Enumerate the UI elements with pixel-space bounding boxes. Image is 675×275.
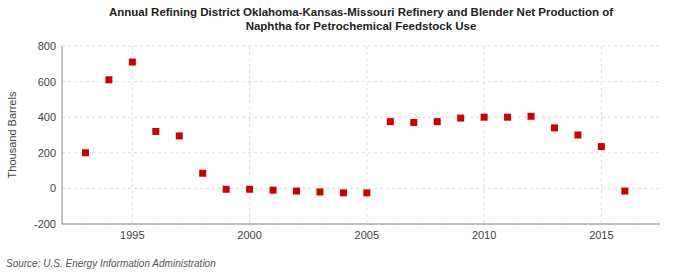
point: [223, 186, 230, 193]
point: [410, 119, 417, 126]
point: [481, 114, 488, 121]
title-line: Annual Refining District Oklahoma-Kansas…: [109, 6, 613, 18]
chart: -200 0 200 400 600 800 1995 2000 2005 2010 2015 Ann…: [0, 0, 675, 275]
y-axis-line: [62, 46, 63, 224]
grid-line-y: [62, 46, 660, 47]
title: Annual Refining District Oklahoma-Kansas…: [109, 6, 613, 32]
point: [199, 170, 206, 177]
point: [270, 187, 277, 194]
x-tick-label: 1995: [120, 229, 144, 241]
point: [528, 113, 535, 120]
grid-line-x: [249, 46, 250, 224]
grid-line-y: [62, 81, 660, 82]
point: [293, 188, 300, 195]
point: [316, 188, 323, 195]
y-tick-label: -200: [34, 218, 56, 230]
grid-line-y: [62, 224, 660, 225]
point: [105, 76, 112, 83]
grid-line-x: [366, 46, 367, 224]
point: [176, 132, 183, 139]
point: [574, 132, 581, 139]
point: [551, 124, 558, 131]
x-tick-label: 2015: [589, 229, 613, 241]
grid-line-x: [132, 46, 133, 224]
y-axis-label: Thousand Barrels: [6, 91, 18, 178]
point: [246, 186, 253, 193]
point: [434, 118, 441, 125]
point: [457, 115, 464, 122]
title-line: Naphtha for Petrochemical Feedstock Use: [246, 20, 477, 32]
y-tick-label: 400: [38, 111, 56, 123]
source-annotation: Source: U.S. Energy Information Administ…: [6, 258, 216, 269]
point: [621, 188, 628, 195]
grid-line-x: [601, 46, 602, 224]
grid-line-y: [62, 117, 660, 118]
points: [82, 59, 628, 197]
point: [152, 128, 159, 135]
y-tick-label: 600: [38, 76, 56, 88]
grid-line-x: [484, 46, 485, 224]
y-tick-label: 0: [50, 182, 56, 194]
y-tick-label: 200: [38, 147, 56, 159]
point: [82, 149, 89, 156]
x-tick-label: 2010: [472, 229, 496, 241]
point: [363, 189, 370, 196]
x-axis-line: [62, 224, 660, 225]
grid-line-y: [62, 152, 660, 153]
x-tick-label: 2000: [237, 229, 261, 241]
grid-line-y: [62, 188, 660, 189]
point: [340, 189, 347, 196]
y-tick-label: 800: [38, 40, 56, 52]
point: [387, 118, 394, 125]
point: [129, 59, 136, 66]
x-tick-label: 2005: [355, 229, 379, 241]
point: [504, 114, 511, 121]
point: [598, 143, 605, 150]
grid: [62, 46, 660, 224]
